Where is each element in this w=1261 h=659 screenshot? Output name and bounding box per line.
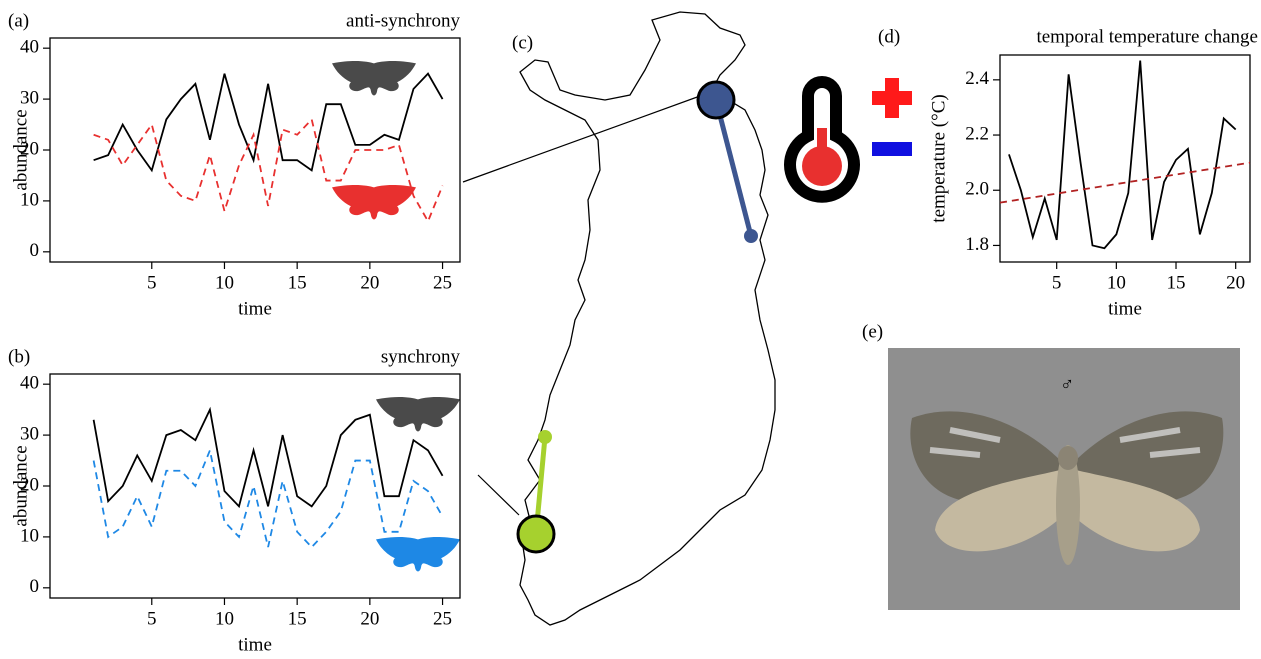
x-tick-label: 15 <box>288 272 307 293</box>
connector <box>463 96 700 182</box>
y-tick-label: 2.2 <box>965 123 989 144</box>
x-tick-label: 5 <box>1052 272 1062 293</box>
y-tick-label: 40 <box>20 373 39 394</box>
site <box>698 82 734 118</box>
panel-label: (e) <box>862 321 883 342</box>
site <box>538 430 552 444</box>
y-tick-label: 10 <box>20 525 39 546</box>
x-tick-label: 15 <box>1167 272 1186 293</box>
x-tick-label: 20 <box>360 608 379 629</box>
x-tick-label: 25 <box>433 272 452 293</box>
panel-label: (a) <box>8 10 29 31</box>
y-tick-label: 30 <box>20 423 39 444</box>
plot-frame <box>1000 55 1250 262</box>
chart-title: anti-synchrony <box>346 10 460 31</box>
data-line <box>1009 61 1236 249</box>
x-tick-label: 20 <box>1226 272 1245 293</box>
data-line <box>94 410 443 507</box>
sex-symbol: ♂ <box>1060 374 1074 395</box>
x-axis-label: time <box>1108 298 1142 319</box>
x-tick-label: 10 <box>1107 272 1126 293</box>
thermometer-icon <box>790 78 912 197</box>
x-tick-label: 25 <box>433 608 452 629</box>
connector <box>478 475 519 515</box>
figure: (c) (e) ♂ (a)anti-synchronytimeabundance… <box>0 0 1261 659</box>
x-tick-label: 10 <box>215 272 234 293</box>
moth-icon <box>332 61 416 95</box>
site <box>744 229 758 243</box>
site <box>518 516 554 552</box>
panel-label: (d) <box>878 26 900 47</box>
y-tick-label: 30 <box>20 87 39 108</box>
y-tick-label: 20 <box>20 138 39 159</box>
x-tick-label: 20 <box>360 272 379 293</box>
site-link <box>716 100 751 236</box>
x-tick-label: 10 <box>215 608 234 629</box>
y-tick-label: 0 <box>30 240 40 261</box>
x-axis-label: time <box>238 298 272 319</box>
panel-label: (b) <box>8 346 30 367</box>
moth-icon <box>376 537 460 571</box>
y-tick-label: 0 <box>30 576 40 597</box>
y-tick-label: 2.4 <box>965 68 989 89</box>
x-tick-label: 5 <box>147 272 157 293</box>
y-tick-label: 20 <box>20 474 39 495</box>
page: {"chart_data": [ {"type": "line", "panel… <box>0 0 1261 659</box>
map-outline <box>520 12 775 625</box>
panel-label: (c) <box>512 32 533 53</box>
chart-title: synchrony <box>381 346 461 367</box>
x-axis-label: time <box>238 634 272 655</box>
moth-icon <box>332 185 416 219</box>
y-tick-label: 40 <box>20 37 39 58</box>
moth-icon <box>376 397 460 431</box>
y-axis-label: temperature (°C) <box>928 94 949 222</box>
x-tick-label: 5 <box>147 608 157 629</box>
y-tick-label: 1.8 <box>965 234 989 255</box>
chart-title: temporal temperature change <box>1036 26 1258 47</box>
data-line <box>94 450 443 547</box>
data-line <box>1000 163 1250 203</box>
y-tick-label: 2.0 <box>965 179 989 200</box>
x-tick-label: 15 <box>288 608 307 629</box>
y-tick-label: 10 <box>20 189 39 210</box>
